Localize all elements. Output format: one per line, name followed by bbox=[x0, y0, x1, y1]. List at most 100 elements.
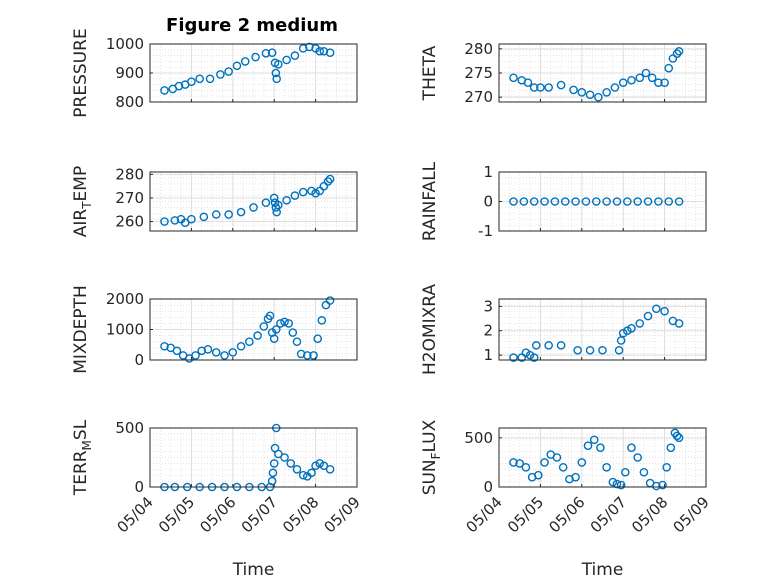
data-point bbox=[662, 463, 671, 472]
data-point bbox=[509, 73, 518, 83]
data-point bbox=[674, 46, 684, 56]
data-point bbox=[515, 459, 525, 468]
data-point bbox=[317, 316, 327, 325]
panel-5: 0 1000 2000 MIXDEPTH bbox=[71, 285, 358, 374]
data-point bbox=[292, 337, 302, 347]
data-point bbox=[591, 197, 601, 206]
data-point bbox=[614, 345, 624, 355]
data-point bbox=[571, 197, 580, 206]
data-point bbox=[236, 207, 246, 217]
panel-6: 1 2 3 H2OMIXRA bbox=[420, 284, 707, 375]
data-point bbox=[602, 197, 611, 206]
y-tick-label: 280 bbox=[115, 165, 144, 183]
data-point bbox=[529, 197, 539, 206]
data-point bbox=[627, 443, 636, 452]
data-point bbox=[529, 83, 539, 92]
data-point bbox=[618, 78, 628, 87]
data-point bbox=[509, 353, 518, 362]
y-axis-label: SUNFLUX bbox=[420, 419, 443, 495]
y-label-part: THETA bbox=[420, 45, 440, 101]
data-point bbox=[199, 212, 209, 222]
y-tick-label: 280 bbox=[464, 40, 493, 58]
y-axis-label: TERRMSL bbox=[71, 419, 94, 496]
y-label-part: SL bbox=[71, 419, 91, 440]
data-point bbox=[191, 351, 200, 360]
data-point bbox=[303, 351, 312, 360]
y-label-subscript: T bbox=[80, 201, 94, 210]
data-point bbox=[240, 57, 250, 66]
y-tick-label: 3 bbox=[483, 297, 493, 315]
data-point bbox=[602, 88, 611, 97]
data-point bbox=[172, 346, 182, 356]
data-point bbox=[170, 216, 180, 225]
data-point bbox=[307, 186, 316, 196]
data-point bbox=[573, 345, 582, 355]
data-point bbox=[652, 304, 661, 314]
y-tick-label: 800 bbox=[115, 93, 144, 111]
data-point bbox=[269, 193, 279, 203]
y-tick-label: 270 bbox=[464, 88, 493, 106]
data-point bbox=[280, 317, 289, 327]
data-point bbox=[674, 319, 684, 328]
data-point bbox=[633, 197, 642, 206]
data-point bbox=[236, 341, 246, 351]
y-label-part: H2OMIXRA bbox=[420, 284, 440, 375]
data-point bbox=[623, 197, 632, 206]
data-point bbox=[309, 351, 318, 360]
data-point bbox=[668, 54, 678, 63]
data-point bbox=[594, 92, 603, 102]
data-point bbox=[325, 464, 335, 474]
x-axis-label: Time bbox=[232, 560, 275, 580]
data-point bbox=[203, 345, 213, 354]
data-point bbox=[325, 48, 335, 58]
data-point bbox=[325, 174, 335, 184]
data-point bbox=[272, 74, 281, 84]
data-point bbox=[654, 78, 663, 87]
panel-4: -1 0 1 RAINFALL bbox=[420, 161, 707, 241]
data-point bbox=[672, 431, 682, 441]
data-point bbox=[311, 188, 320, 198]
data-point bbox=[274, 200, 283, 210]
data-point bbox=[269, 459, 279, 468]
data-point bbox=[311, 461, 320, 471]
data-point bbox=[610, 83, 620, 92]
y-label-part: SUN bbox=[420, 459, 440, 495]
y-axis-label: RAINFALL bbox=[420, 161, 440, 241]
data-point bbox=[160, 341, 169, 351]
data-point bbox=[544, 83, 553, 92]
y-tick-label: 2 bbox=[483, 322, 493, 340]
data-point bbox=[269, 334, 279, 343]
data-point bbox=[290, 51, 300, 60]
y-label-part: EMP bbox=[71, 166, 91, 202]
y-tick-label: 0 bbox=[134, 351, 144, 369]
y-tick-label: 0 bbox=[483, 193, 493, 211]
y-label-subscript: F bbox=[429, 452, 443, 459]
data-point bbox=[292, 464, 302, 474]
data-point bbox=[664, 197, 674, 206]
data-point bbox=[224, 67, 233, 76]
y-axis-label: H2OMIXRA bbox=[420, 284, 440, 375]
data-point bbox=[211, 348, 221, 357]
data-point bbox=[271, 68, 281, 78]
data-point bbox=[232, 61, 242, 71]
data-point bbox=[195, 74, 204, 84]
data-point bbox=[641, 68, 651, 78]
data-point bbox=[674, 197, 684, 206]
data-point bbox=[261, 198, 271, 207]
data-point bbox=[627, 323, 636, 333]
data-point bbox=[552, 453, 562, 462]
data-point bbox=[647, 73, 657, 83]
axes-box bbox=[498, 298, 707, 361]
data-point bbox=[585, 345, 595, 355]
y-label-part: AIR bbox=[71, 209, 91, 238]
data-point bbox=[271, 325, 281, 334]
y-label-subscript: M bbox=[80, 440, 94, 450]
data-point bbox=[211, 210, 221, 219]
data-point bbox=[540, 458, 549, 467]
y-tick-label: 0 bbox=[483, 478, 493, 496]
x-axis-label: Time bbox=[581, 560, 624, 580]
y-tick-label: 2000 bbox=[106, 290, 144, 308]
data-point bbox=[296, 349, 306, 359]
data-point bbox=[313, 334, 322, 343]
data-point bbox=[259, 322, 269, 331]
